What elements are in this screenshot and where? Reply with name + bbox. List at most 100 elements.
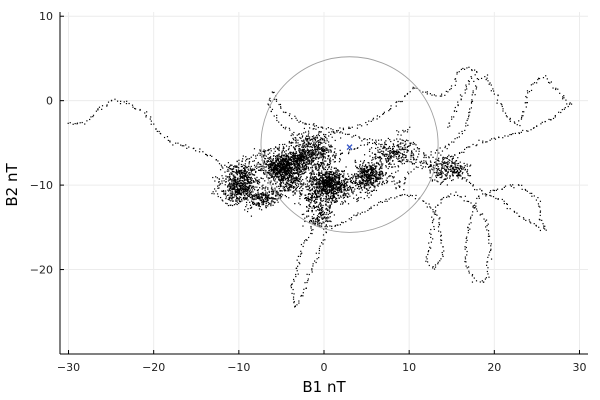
- data-point: [507, 135, 509, 137]
- data-point: [232, 174, 234, 176]
- data-point: [323, 167, 325, 169]
- data-point: [306, 281, 308, 284]
- data-point: [358, 166, 361, 168]
- data-point: [146, 111, 148, 113]
- data-point: [325, 180, 327, 182]
- data-point: [370, 190, 372, 192]
- data-point: [120, 100, 122, 102]
- data-point: [323, 184, 325, 186]
- data-point: [363, 172, 365, 174]
- data-point: [267, 164, 269, 166]
- data-point: [229, 186, 231, 189]
- data-point: [272, 183, 274, 185]
- data-point: [368, 197, 370, 199]
- data-point: [465, 180, 467, 182]
- data-point: [335, 180, 337, 183]
- data-point: [365, 178, 368, 180]
- data-point: [385, 140, 387, 142]
- data-point: [440, 258, 442, 260]
- data-point: [412, 87, 414, 90]
- data-point: [495, 197, 497, 200]
- data-point: [241, 184, 243, 187]
- data-point: [460, 175, 462, 177]
- data-point: [345, 166, 347, 168]
- data-point: [291, 163, 293, 165]
- data-point: [331, 192, 333, 194]
- data-point: [471, 99, 473, 101]
- data-point: [314, 191, 316, 193]
- data-point: [338, 173, 341, 175]
- data-point: [413, 168, 415, 170]
- data-point: [526, 130, 528, 132]
- data-point: [319, 181, 321, 183]
- data-point: [522, 111, 524, 113]
- data-point: [304, 151, 306, 153]
- data-point: [306, 153, 308, 155]
- data-point: [422, 162, 424, 164]
- data-point: [313, 154, 315, 156]
- data-point: [301, 294, 303, 297]
- data-point: [340, 191, 342, 193]
- data-point: [423, 156, 425, 159]
- data-point: [311, 184, 313, 186]
- data-point: [327, 186, 329, 188]
- data-point: [374, 185, 376, 187]
- data-point: [328, 155, 330, 157]
- data-point: [308, 138, 310, 140]
- data-point: [367, 173, 369, 176]
- data-point: [360, 169, 363, 171]
- data-point: [305, 131, 307, 133]
- data-point: [439, 217, 441, 219]
- data-point: [228, 198, 231, 200]
- data-point: [346, 187, 348, 189]
- data-point: [385, 165, 387, 167]
- data-point: [245, 187, 247, 189]
- data-point: [428, 250, 430, 252]
- data-point: [312, 173, 314, 175]
- data-point: [289, 168, 291, 170]
- data-point: [288, 164, 290, 166]
- data-point: [274, 150, 276, 152]
- data-point: [289, 151, 291, 153]
- data-point: [242, 191, 245, 193]
- data-point: [233, 174, 235, 176]
- data-point: [501, 198, 503, 201]
- data-point: [495, 189, 497, 191]
- data-point: [331, 146, 333, 148]
- data-point: [375, 166, 377, 169]
- data-point: [325, 128, 327, 130]
- data-point: [345, 182, 347, 184]
- data-point: [389, 139, 391, 141]
- data-point: [368, 185, 370, 187]
- data-point: [233, 166, 235, 168]
- data-point: [520, 131, 522, 133]
- data-point: [486, 270, 488, 273]
- data-point: [238, 164, 240, 166]
- data-point: [359, 183, 362, 185]
- data-point: [242, 158, 244, 160]
- data-point: [307, 146, 309, 148]
- data-point: [247, 178, 249, 181]
- data-point: [334, 182, 336, 184]
- data-point: [313, 164, 315, 166]
- data-point: [383, 145, 385, 147]
- data-point: [272, 167, 274, 169]
- data-point: [309, 149, 311, 151]
- data-point: [361, 173, 363, 175]
- data-point: [249, 169, 252, 171]
- data-point: [385, 148, 387, 150]
- data-point: [272, 92, 274, 94]
- data-point: [374, 180, 377, 182]
- data-point: [378, 163, 380, 166]
- data-point: [250, 170, 253, 172]
- data-point: [289, 174, 291, 176]
- data-point: [283, 147, 285, 149]
- data-point: [270, 170, 272, 173]
- data-point: [371, 175, 373, 177]
- data-point: [263, 169, 265, 172]
- data-point: [404, 140, 406, 142]
- data-point: [342, 175, 344, 177]
- data-point: [472, 185, 474, 187]
- data-point: [343, 188, 345, 191]
- data-point: [455, 168, 457, 170]
